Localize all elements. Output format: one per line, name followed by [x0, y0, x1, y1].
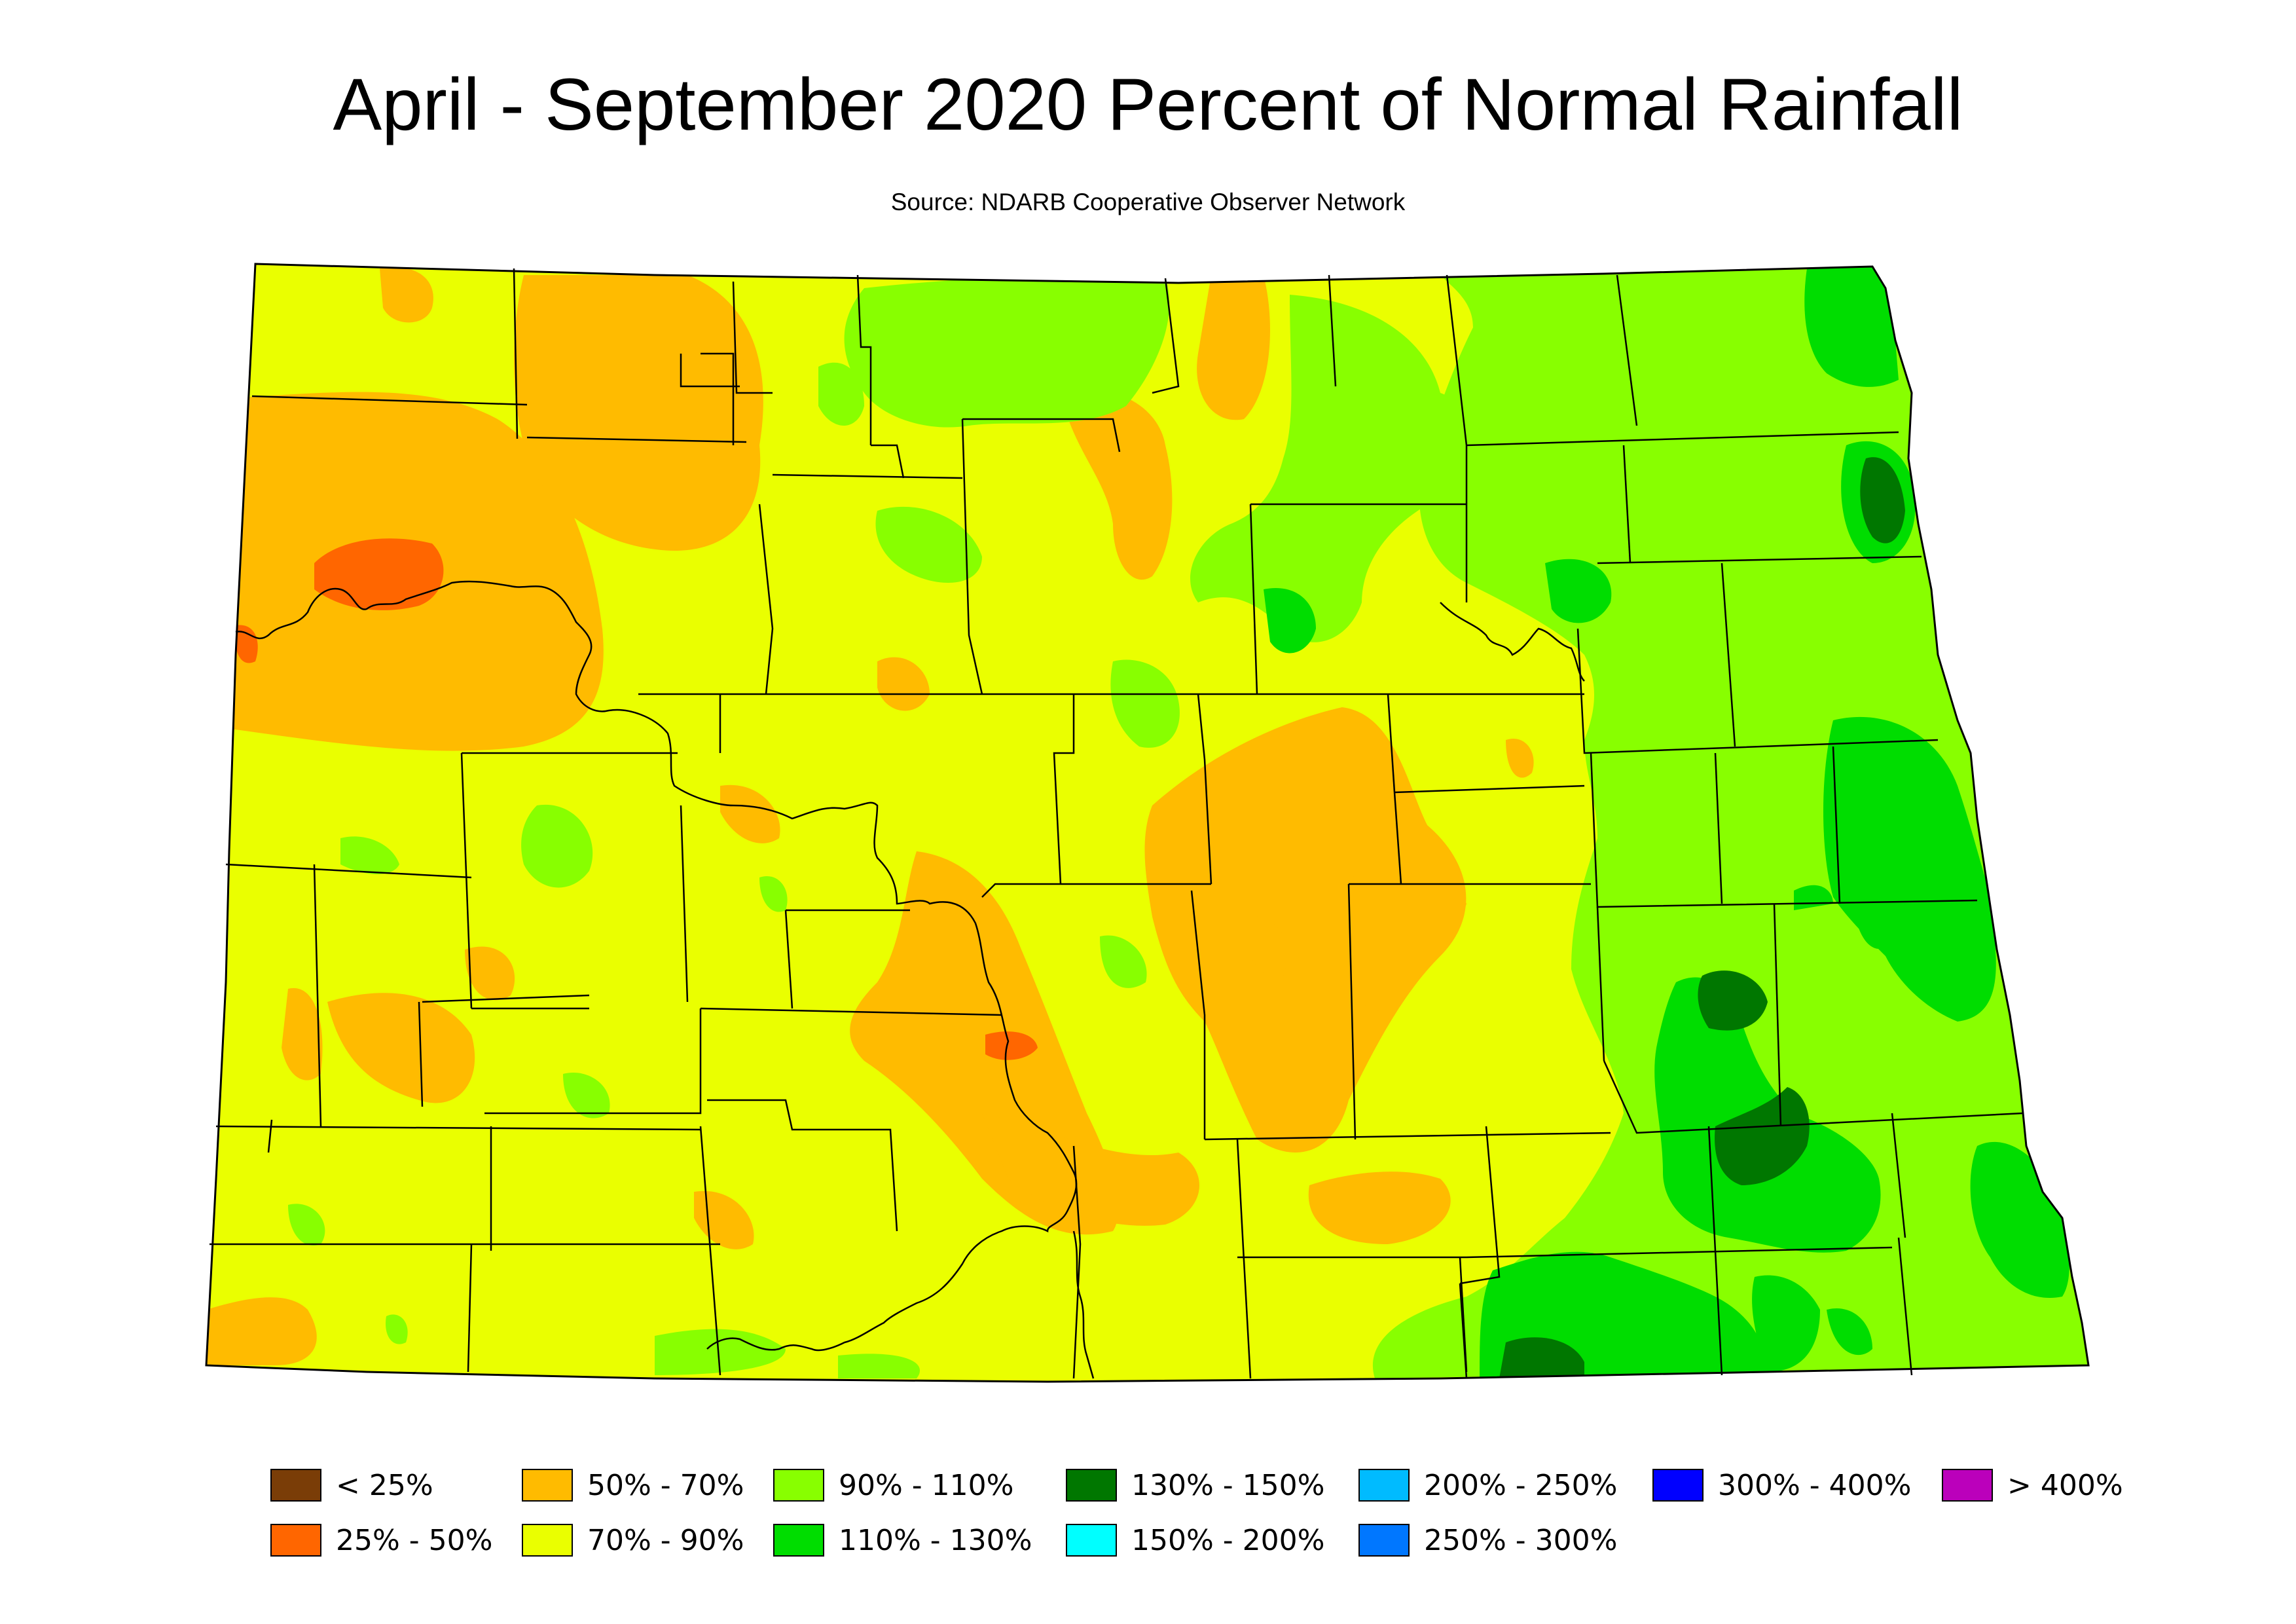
regions-50-70	[206, 267, 1534, 1365]
county-lines	[210, 268, 2024, 1379]
regions-130-150	[1499, 457, 1905, 1378]
rivers	[235, 580, 1585, 1379]
map-subtitle: Source: NDARB Cooperative Observer Netwo…	[890, 189, 1406, 215]
rainfall-fill	[206, 264, 2088, 1382]
regions-90-110	[288, 267, 2088, 1378]
state-outline	[205, 263, 2090, 1383]
map-title: April - September 2020 Percent of Normal…	[333, 64, 1963, 145]
